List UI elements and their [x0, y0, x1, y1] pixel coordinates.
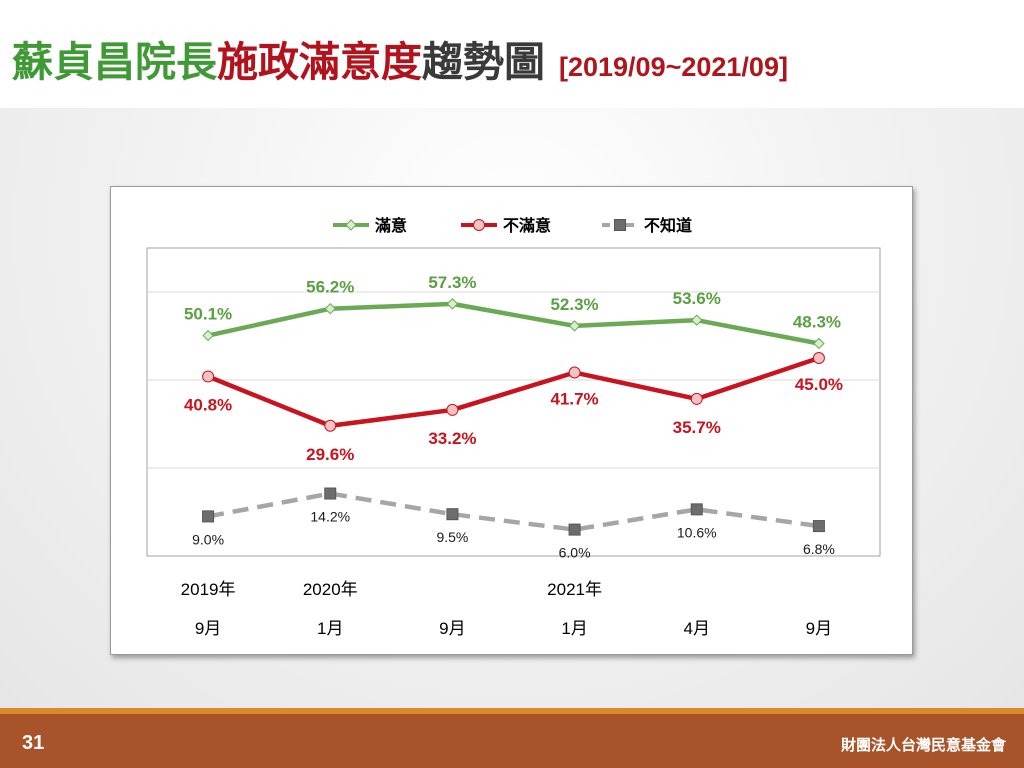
data-point — [202, 370, 215, 383]
x-tick-month: 1月 — [317, 619, 343, 638]
plot-area — [146, 247, 881, 557]
data-label: 33.2% — [428, 429, 476, 448]
footer-bar: 31 財團法人台灣民意基金會 — [0, 708, 1024, 768]
legend-marker — [614, 219, 626, 231]
data-label: 14.2% — [310, 509, 350, 525]
title-part-trend: 趨勢圖 — [422, 38, 545, 86]
data-point — [691, 314, 703, 326]
data-point — [568, 523, 581, 536]
data-point — [690, 392, 703, 405]
data-point — [813, 337, 825, 350]
organization-name: 財團法人台灣民意基金會 — [840, 736, 1006, 754]
data-point — [324, 487, 337, 500]
data-point — [812, 352, 825, 364]
data-point — [446, 298, 459, 310]
legend-label: 滿意 — [375, 216, 407, 235]
title-part-premier: 蘇貞昌院長 — [12, 38, 217, 86]
data-point — [446, 508, 459, 521]
line-chart: 滿意 不滿意 不知道 50.1% 56.2% 57.3% 52.3% 53.6% 48.3% 40… — [146, 216, 881, 638]
legend-marker — [345, 219, 357, 231]
x-tick-month: 9月 — [439, 619, 465, 638]
data-label: 29.6% — [306, 445, 354, 464]
legend-label: 不滿意 — [503, 216, 551, 235]
data-point — [202, 329, 214, 342]
title-date-range: [2019/09~2021/09] — [559, 52, 788, 82]
data-label: 41.7% — [550, 390, 598, 409]
data-point — [568, 366, 581, 379]
legend-marker — [473, 219, 485, 231]
series-line-1 — [207, 301, 820, 346]
data-point — [324, 419, 337, 432]
data-point — [812, 520, 825, 533]
data-label: 57.3% — [428, 273, 476, 292]
data-point — [324, 303, 336, 315]
legend-label: 不知道 — [644, 216, 692, 235]
data-label: 45.0% — [795, 375, 843, 394]
data-label: 50.1% — [184, 305, 232, 324]
x-tick-month: 4月 — [684, 619, 710, 638]
data-label: 6.8% — [803, 541, 835, 557]
data-label: 56.2% — [306, 278, 354, 297]
x-tick-year: 2021年 — [547, 580, 602, 599]
data-point — [446, 403, 459, 416]
data-point — [690, 503, 703, 516]
x-tick-month: 1月 — [561, 619, 587, 638]
data-point — [202, 510, 215, 523]
title-part-satisfaction: 施政滿意度 — [217, 38, 422, 86]
data-label: 40.8% — [184, 395, 232, 414]
data-label: 53.6% — [673, 289, 721, 308]
data-label: 35.7% — [673, 418, 721, 437]
data-label: 6.0% — [559, 545, 591, 561]
page-number: 31 — [22, 732, 45, 754]
series-line-3 — [207, 491, 820, 532]
data-label: 9.0% — [192, 531, 224, 547]
series-line-2 — [207, 355, 820, 429]
data-label: 52.3% — [550, 295, 598, 314]
data-point — [568, 320, 581, 332]
x-tick-year: 2020年 — [303, 580, 358, 599]
x-tick-year: 2019年 — [181, 580, 236, 599]
x-tick-month: 9月 — [806, 619, 832, 638]
data-label: 48.3% — [793, 312, 841, 331]
x-tick-month: 9月 — [195, 619, 221, 638]
chart-frame: 滿意 不滿意 不知道 50.1% 56.2% 57.3% 52.3% 53.6% 48.3% 40… — [110, 186, 913, 655]
slide-title: 蘇貞昌院長 施政滿意度 趨勢圖 [2019/09~2021/09] — [12, 28, 788, 88]
data-label: 9.5% — [436, 529, 468, 545]
data-label: 10.6% — [677, 524, 717, 540]
title-bar: 蘇貞昌院長 施政滿意度 趨勢圖 [2019/09~2021/09] — [0, 0, 1024, 108]
